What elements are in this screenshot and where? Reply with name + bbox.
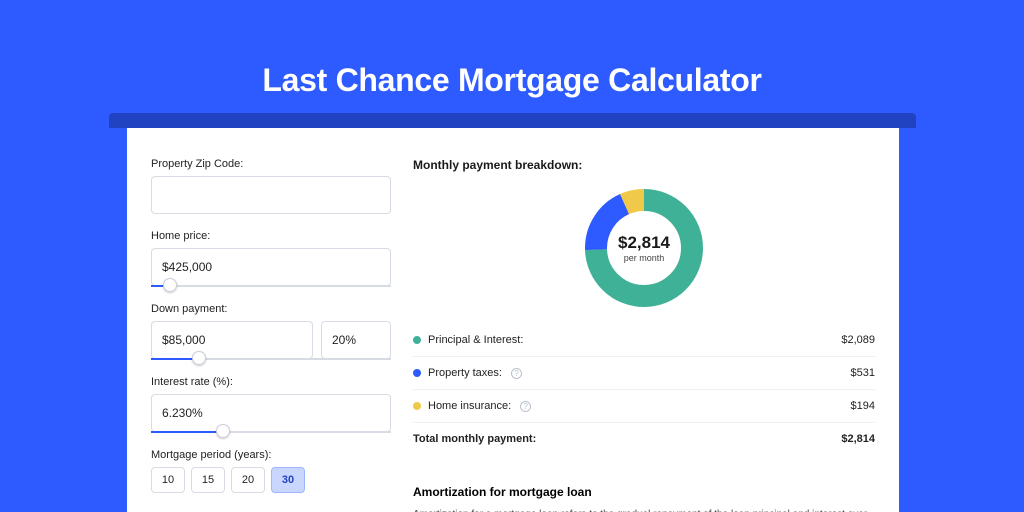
donut-wrap: $2,814 per month xyxy=(413,182,875,324)
home-price-slider[interactable] xyxy=(151,285,391,287)
legend-left-ins: Home insurance: ? xyxy=(413,400,531,412)
home-price-slider-thumb[interactable] xyxy=(163,278,177,292)
form-panel: Property Zip Code: Home price: Down paym… xyxy=(151,158,391,512)
donut-sublabel: per month xyxy=(624,253,665,263)
interest-label: Interest rate (%): xyxy=(151,376,391,388)
legend-row-ins: Home insurance: ? $194 xyxy=(413,389,875,422)
interest-slider[interactable] xyxy=(151,431,391,433)
payment-donut: $2,814 per month xyxy=(582,186,706,310)
down-payment-label: Down payment: xyxy=(151,303,391,315)
dot-pi xyxy=(413,336,421,344)
home-price-group: Home price: xyxy=(151,230,391,287)
legend-label-pi: Principal & Interest: xyxy=(428,334,523,346)
period-option-15[interactable]: 15 xyxy=(191,467,225,493)
legend-row-total: Total monthly payment: $2,814 xyxy=(413,422,875,455)
down-payment-row xyxy=(151,321,391,359)
amortization-text: Amortization for a mortgage loan refers … xyxy=(413,507,875,512)
down-payment-slider[interactable] xyxy=(151,358,391,360)
down-payment-amount-input[interactable] xyxy=(151,321,313,359)
donut-center: $2,814 per month xyxy=(582,186,706,310)
donut-value: $2,814 xyxy=(618,233,670,253)
legend-left-tax: Property taxes: ? xyxy=(413,367,522,379)
page-root: Last Chance Mortgage Calculator Property… xyxy=(0,0,1024,512)
period-label: Mortgage period (years): xyxy=(151,449,391,461)
legend-label-ins: Home insurance: xyxy=(428,400,511,412)
amortization-section: Amortization for mortgage loan Amortizat… xyxy=(413,471,875,512)
legend-value-total: $2,814 xyxy=(841,433,875,445)
home-price-input[interactable] xyxy=(151,248,391,286)
legend-value-pi: $2,089 xyxy=(841,334,875,346)
interest-slider-fill xyxy=(151,431,223,433)
card-shelf xyxy=(109,113,916,128)
info-icon[interactable]: ? xyxy=(511,368,522,379)
legend-row-pi: Principal & Interest: $2,089 xyxy=(413,324,875,356)
down-payment-slider-thumb[interactable] xyxy=(192,351,206,365)
dot-tax xyxy=(413,369,421,377)
legend-value-ins: $194 xyxy=(851,400,875,412)
calculator-card: Property Zip Code: Home price: Down paym… xyxy=(127,128,899,512)
down-payment-group: Down payment: xyxy=(151,303,391,360)
breakdown-title: Monthly payment breakdown: xyxy=(413,158,875,172)
period-group: Mortgage period (years): 10 15 20 30 xyxy=(151,449,391,493)
breakdown-panel: Monthly payment breakdown: $2,814 per mo… xyxy=(413,158,875,512)
dot-ins xyxy=(413,402,421,410)
period-option-20[interactable]: 20 xyxy=(231,467,265,493)
legend-value-tax: $531 xyxy=(851,367,875,379)
info-icon[interactable]: ? xyxy=(520,401,531,412)
period-option-30[interactable]: 30 xyxy=(271,467,305,493)
zip-input[interactable] xyxy=(151,176,391,214)
zip-label: Property Zip Code: xyxy=(151,158,391,170)
zip-group: Property Zip Code: xyxy=(151,158,391,214)
period-options: 10 15 20 30 xyxy=(151,467,391,493)
down-payment-percent-input[interactable] xyxy=(321,321,391,359)
legend-row-tax: Property taxes: ? $531 xyxy=(413,356,875,389)
home-price-label: Home price: xyxy=(151,230,391,242)
interest-slider-thumb[interactable] xyxy=(216,424,230,438)
amortization-title: Amortization for mortgage loan xyxy=(413,485,875,499)
interest-group: Interest rate (%): xyxy=(151,376,391,433)
legend-label-tax: Property taxes: xyxy=(428,367,502,379)
legend-label-total: Total monthly payment: xyxy=(413,433,536,445)
period-option-10[interactable]: 10 xyxy=(151,467,185,493)
page-title: Last Chance Mortgage Calculator xyxy=(0,0,1024,99)
legend-left-pi: Principal & Interest: xyxy=(413,334,523,346)
interest-input[interactable] xyxy=(151,394,391,432)
